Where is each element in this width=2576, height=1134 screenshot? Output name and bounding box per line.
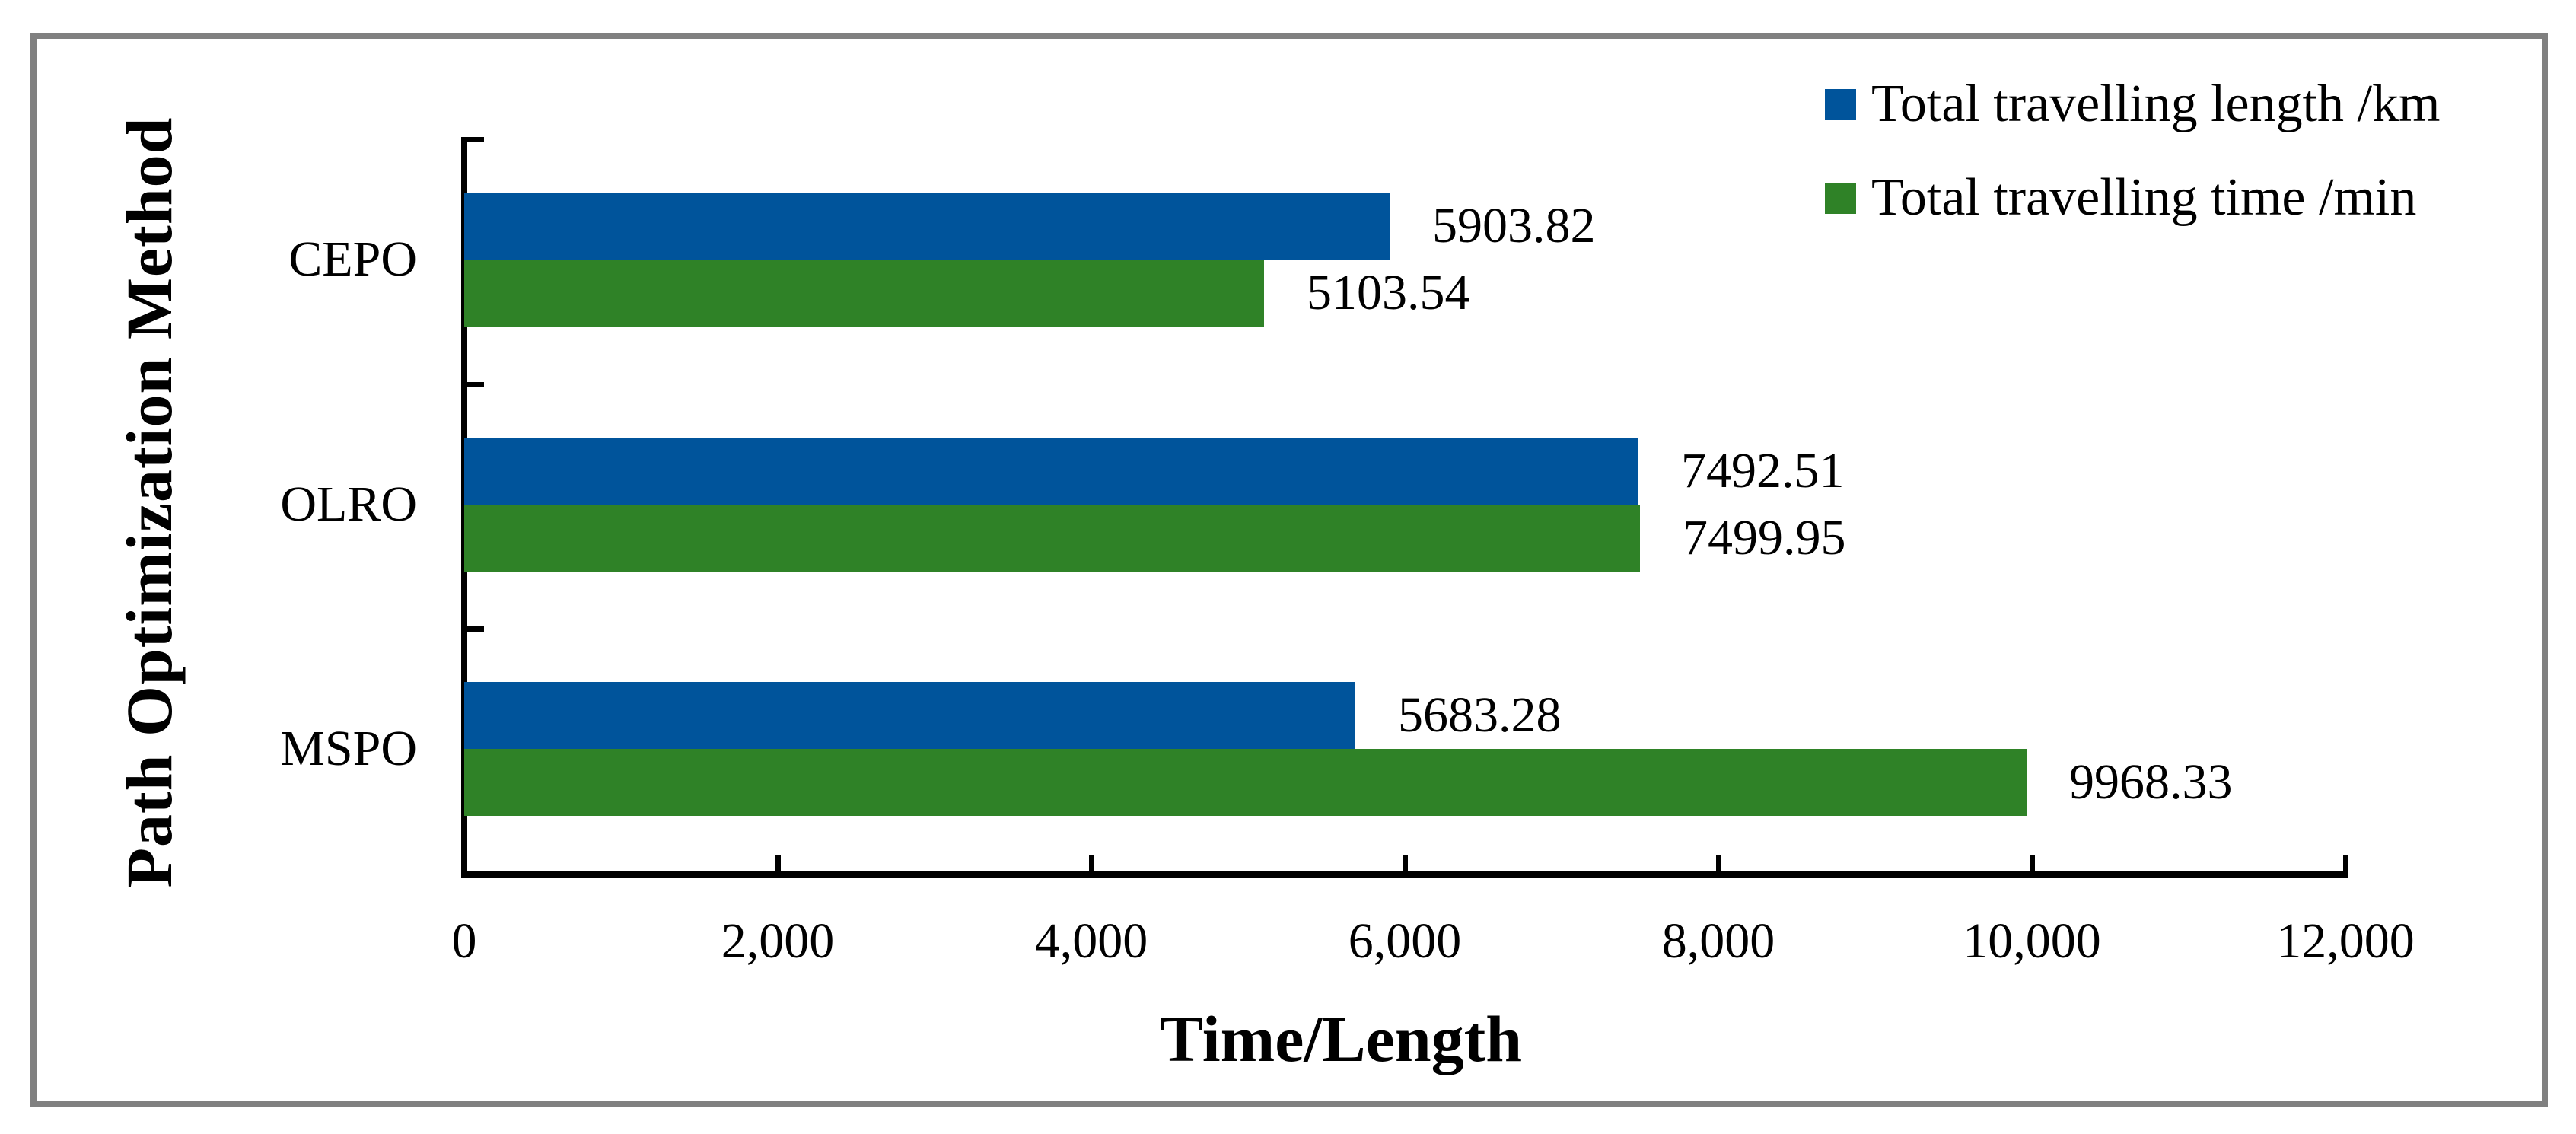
legend-label-time: Total travelling time /min xyxy=(1871,168,2417,227)
x-tick xyxy=(2030,855,2035,871)
y-tick xyxy=(467,382,484,387)
legend: Total travelling length /km Total travel… xyxy=(1825,75,2440,262)
y-tick xyxy=(467,137,484,142)
x-tick-label: 10,000 xyxy=(1963,913,2101,969)
x-tick-label: 6,000 xyxy=(1348,913,1462,969)
value-label: 5903.82 xyxy=(1432,198,1596,253)
x-tick-label: 0 xyxy=(451,913,477,969)
bar xyxy=(464,260,1264,327)
legend-swatch-length-icon xyxy=(1825,88,1856,120)
x-tick-label: 4,000 xyxy=(1034,913,1148,969)
value-label: 5103.54 xyxy=(1307,265,1470,320)
bar xyxy=(464,749,2027,816)
value-label: 7492.51 xyxy=(1681,443,1845,499)
y-tick xyxy=(467,626,484,632)
category-label: OLRO xyxy=(280,476,417,532)
value-label: 7499.95 xyxy=(1683,510,1846,565)
x-tick xyxy=(1089,855,1094,871)
x-axis-line xyxy=(461,871,2348,878)
x-tick xyxy=(1403,855,1408,871)
bar xyxy=(464,505,1640,572)
category-label: CEPO xyxy=(288,231,417,287)
x-axis-title: Time/Length xyxy=(1159,1002,1523,1075)
value-label: 5683.28 xyxy=(1398,687,1562,743)
legend-item-length: Total travelling length /km xyxy=(1825,75,2440,134)
x-tick xyxy=(775,855,781,871)
x-tick-label: 8,000 xyxy=(1661,913,1775,969)
bar xyxy=(464,193,1390,260)
bar xyxy=(464,682,1355,749)
x-tick xyxy=(2343,855,2348,871)
x-tick-label: 2,000 xyxy=(721,913,835,969)
x-tick xyxy=(1716,855,1721,871)
legend-swatch-time-icon xyxy=(1825,182,1856,214)
value-label: 9968.33 xyxy=(2069,754,2233,810)
x-tick-label: 12,000 xyxy=(2276,913,2415,969)
category-label: MSPO xyxy=(280,721,417,776)
bar xyxy=(464,438,1638,505)
legend-item-time: Total travelling time /min xyxy=(1825,168,2440,228)
legend-label-length: Total travelling length /km xyxy=(1871,75,2441,133)
